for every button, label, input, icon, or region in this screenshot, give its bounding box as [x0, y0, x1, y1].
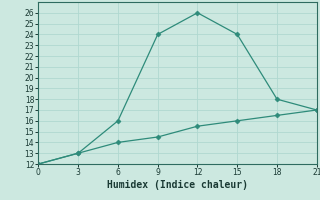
- X-axis label: Humidex (Indice chaleur): Humidex (Indice chaleur): [107, 180, 248, 190]
